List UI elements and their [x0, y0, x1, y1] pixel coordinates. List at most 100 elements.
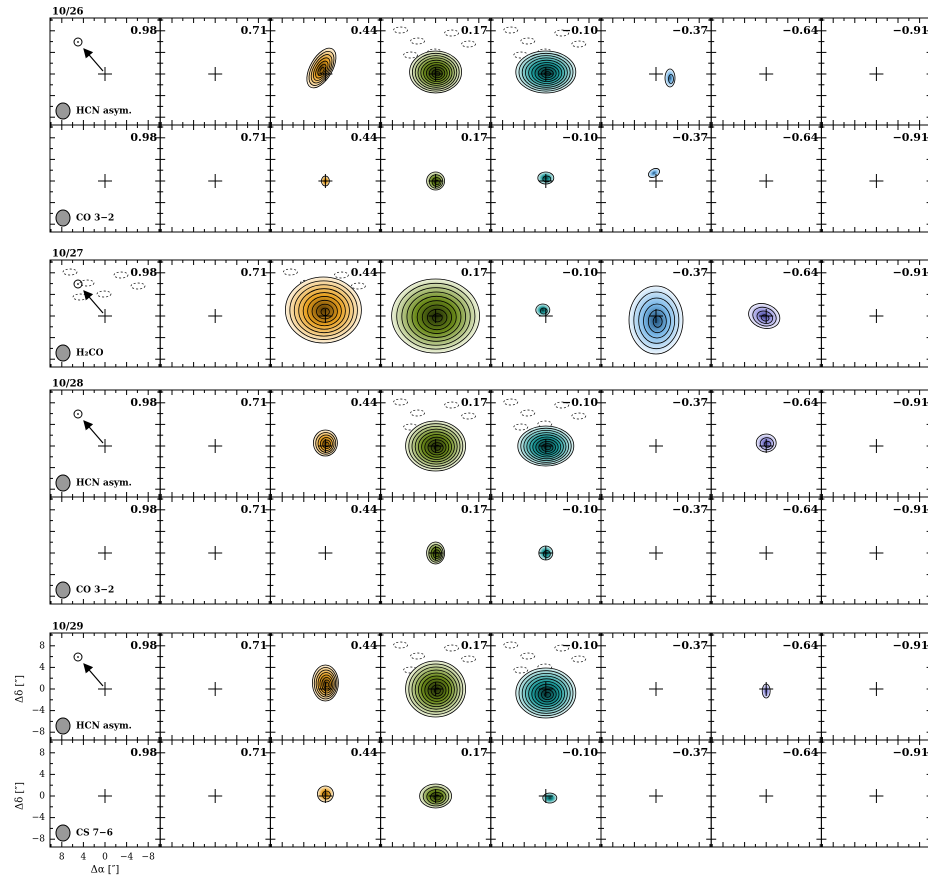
- velocity-label: −0.10: [562, 266, 598, 279]
- velocity-label: −0.64: [782, 24, 818, 37]
- velocity-label: 0.98: [130, 396, 157, 409]
- panel: −0.10: [491, 125, 601, 232]
- panel: 0.44: [270, 497, 380, 604]
- velocity-label: −0.37: [672, 266, 708, 279]
- velocity-label: −0.37: [672, 131, 708, 144]
- velocity-label: 0.17: [461, 266, 488, 279]
- y-tick-label: 8: [39, 641, 45, 651]
- beam: [56, 475, 70, 491]
- sun-symbol: [77, 413, 79, 415]
- negative-contour: [572, 413, 586, 419]
- velocity-label: 0.44: [351, 131, 378, 144]
- velocity-label: −0.10: [562, 503, 598, 516]
- negative-contour: [394, 399, 408, 405]
- panel: −0.64: [711, 18, 821, 125]
- negative-contour: [572, 41, 586, 47]
- negative-contour: [131, 283, 145, 289]
- x-tick-label: −4: [120, 853, 134, 863]
- velocity-label: −0.91: [893, 639, 928, 652]
- date-label: 10/26: [52, 7, 84, 18]
- panel: −0.37: [601, 125, 711, 232]
- negative-contour: [514, 424, 528, 430]
- panel: 0.44: [270, 18, 380, 125]
- panel: 0.17: [381, 497, 491, 604]
- velocity-label: −0.64: [782, 639, 818, 652]
- line-label: H₂CO: [76, 349, 104, 359]
- y-tick-label: −4: [32, 706, 46, 716]
- line-label: CS 7−6: [76, 829, 113, 839]
- velocity-label: −0.64: [782, 503, 818, 516]
- velocity-label: 0.98: [130, 503, 157, 516]
- velocity-label: −0.64: [782, 131, 818, 144]
- negative-contour: [394, 27, 408, 33]
- panel: −0.64: [711, 260, 821, 367]
- panel: −0.10: [491, 18, 601, 125]
- panel: 0.17: [381, 260, 491, 367]
- x-tick-label: −8: [142, 853, 156, 863]
- x-tick-label: 4: [81, 853, 87, 863]
- panel: −0.10: [491, 260, 601, 367]
- velocity-label: 0.71: [241, 396, 268, 409]
- negative-contour: [404, 52, 418, 58]
- line-label: HCN asym.: [76, 722, 132, 732]
- velocity-label: −0.10: [562, 131, 598, 144]
- panel: 0.17: [381, 125, 491, 232]
- panel: −0.91: [821, 740, 928, 847]
- panel: −0.10: [491, 633, 601, 740]
- emission: [285, 277, 361, 343]
- sun-arrow: [84, 664, 103, 686]
- y-tick-label: 4: [39, 663, 45, 673]
- panel: −0.37: [601, 390, 711, 497]
- panel: 0.98CO 3−2: [50, 497, 160, 604]
- panel: −0.37: [601, 740, 711, 847]
- panel: 0.98CS 7−6840−4−8Δδ [″]840−4−8Δα [″]: [15, 740, 161, 876]
- velocity-label: −0.37: [672, 24, 708, 37]
- emission: [536, 304, 550, 316]
- emission: [301, 43, 342, 92]
- negative-contour: [462, 413, 476, 419]
- panel: −0.10: [491, 390, 601, 497]
- panel: 0.71: [160, 633, 270, 740]
- panel: 0.44: [270, 633, 380, 740]
- sun-symbol: [77, 656, 79, 658]
- negative-contour: [521, 38, 535, 44]
- velocity-label: −0.64: [782, 266, 818, 279]
- beam: [56, 718, 70, 734]
- velocity-label: 0.98: [130, 131, 157, 144]
- velocity-label: −0.37: [672, 396, 708, 409]
- panel: −0.91: [821, 18, 928, 125]
- velocity-label: 0.17: [461, 396, 488, 409]
- panel: 0.98HCN asym.: [50, 18, 160, 125]
- negative-contour: [504, 27, 518, 33]
- x-tick-label: 8: [59, 853, 65, 863]
- velocity-label: 0.98: [130, 639, 157, 652]
- velocity-label: 0.98: [130, 266, 157, 279]
- panel: −0.37: [601, 260, 711, 367]
- panel: 0.98 H₂CO: [50, 260, 160, 367]
- panel: −0.10: [491, 497, 601, 604]
- negative-contour: [521, 653, 535, 659]
- panel: −0.91: [821, 125, 928, 232]
- negative-contour: [97, 291, 111, 297]
- velocity-label: −0.91: [893, 503, 928, 516]
- velocity-label: −0.37: [672, 639, 708, 652]
- panel: 0.71: [160, 497, 270, 604]
- line-label: CO 3−2: [76, 214, 114, 224]
- negative-contour: [283, 269, 297, 275]
- negative-contour: [411, 653, 425, 659]
- beam: [56, 345, 70, 361]
- panel: −0.64: [711, 740, 821, 847]
- line-label: HCN asym.: [76, 107, 132, 117]
- negative-contour: [63, 269, 77, 275]
- velocity-label: 0.44: [351, 396, 378, 409]
- negative-contour: [462, 41, 476, 47]
- panel: −0.37: [601, 633, 711, 740]
- negative-contour: [504, 642, 518, 648]
- negative-contour: [334, 272, 348, 278]
- panel: 0.17: [381, 633, 491, 740]
- panel: 0.44: [270, 125, 380, 232]
- emission: [665, 69, 675, 87]
- panel: −0.64: [711, 497, 821, 604]
- negative-contour: [445, 30, 459, 36]
